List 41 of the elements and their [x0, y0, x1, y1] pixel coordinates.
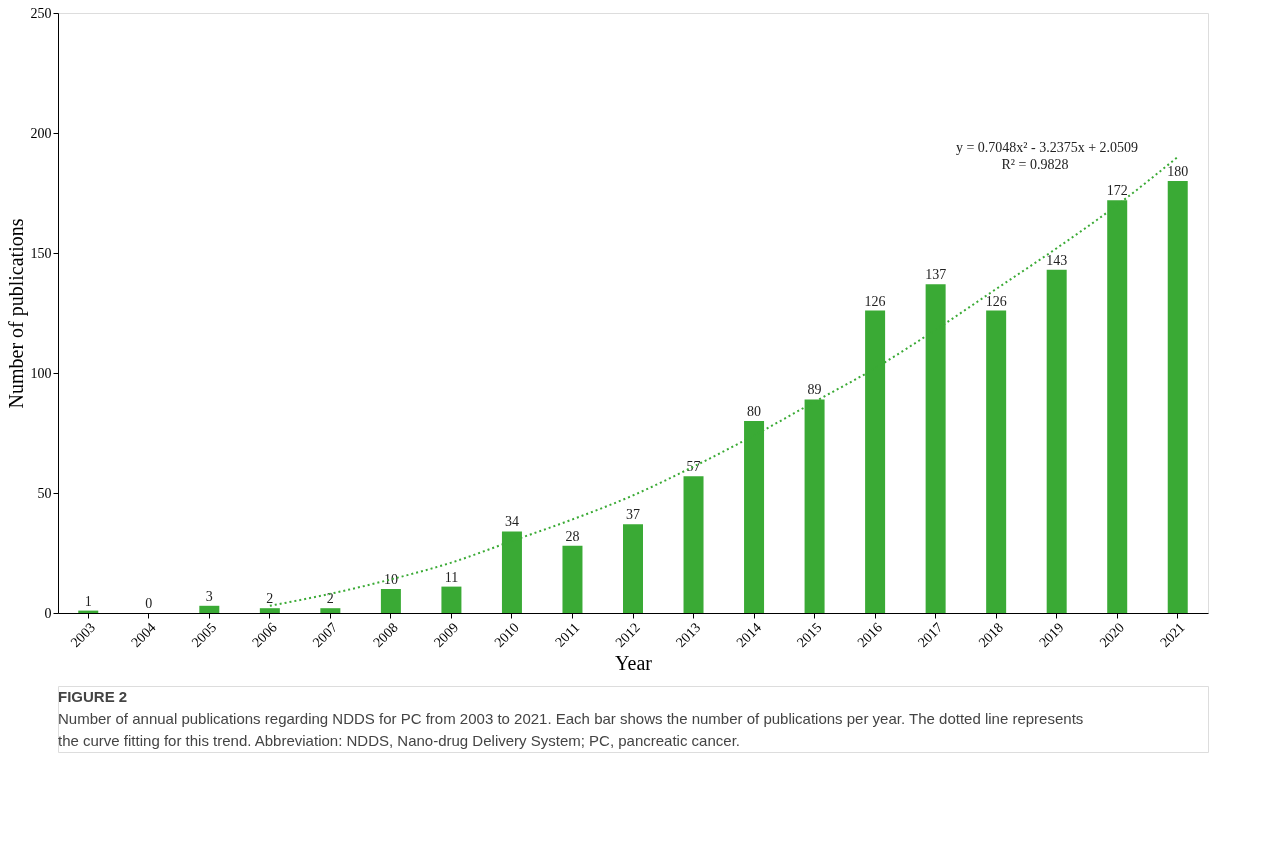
data-label: 11: [444, 569, 459, 585]
data-label: 0: [145, 596, 153, 611]
data-label: 126: [985, 293, 1007, 309]
data-label: 2: [326, 591, 334, 607]
data-label: 126: [864, 293, 886, 309]
data-label: 28: [565, 528, 580, 544]
data-label: 172: [1106, 183, 1128, 199]
data-label: 89: [807, 382, 822, 398]
data-label: 10: [383, 572, 398, 587]
data-label: 180: [1167, 164, 1189, 179]
bar: [1046, 269, 1067, 613]
data-label: 37: [626, 507, 640, 523]
data-label: 143: [1046, 252, 1068, 268]
bar: [380, 589, 401, 613]
y-tick-label: 250: [30, 5, 52, 21]
bar: [562, 545, 583, 613]
data-label: 3: [205, 588, 213, 604]
y-tick-label: 100: [30, 365, 52, 381]
data-label: 34: [504, 514, 519, 530]
y-tick-label: 200: [30, 125, 52, 141]
bar: [199, 605, 220, 613]
bar: [623, 524, 643, 613]
data-label: 1: [84, 593, 92, 609]
y-tick-label: 50: [37, 485, 52, 501]
text: Number of annual publications regarding NDDS for PC from 2003 to 2021. Each bar shows the number of publications per year. The dotted line represents the curve fitting for this trend. Abbreviation: NDDS, Nano-drug Delivery System; PC, pancreatic cancer.: [58, 710, 1084, 749]
bar: [1167, 181, 1188, 613]
annotation: y = 0.7048x² - 3.2375x + 2.0509: [955, 140, 1139, 155]
y-tick-label: 0: [44, 605, 52, 621]
data-label: 80: [747, 404, 762, 419]
bar: [441, 586, 462, 613]
bar: [683, 476, 704, 613]
bar: [320, 608, 341, 613]
annotation: R² = 0.9828: [1001, 157, 1069, 172]
caption: FIGURE 2: [58, 688, 128, 705]
data-label: 2: [266, 591, 274, 607]
y-tick-label: 150: [30, 245, 52, 261]
y-axis-title: Number of publications: [4, 218, 28, 409]
x-tick-label: 2011: [552, 619, 583, 650]
data-label: 137: [925, 267, 947, 283]
x-axis-title: Year: [615, 652, 653, 675]
bar: [986, 310, 1007, 613]
